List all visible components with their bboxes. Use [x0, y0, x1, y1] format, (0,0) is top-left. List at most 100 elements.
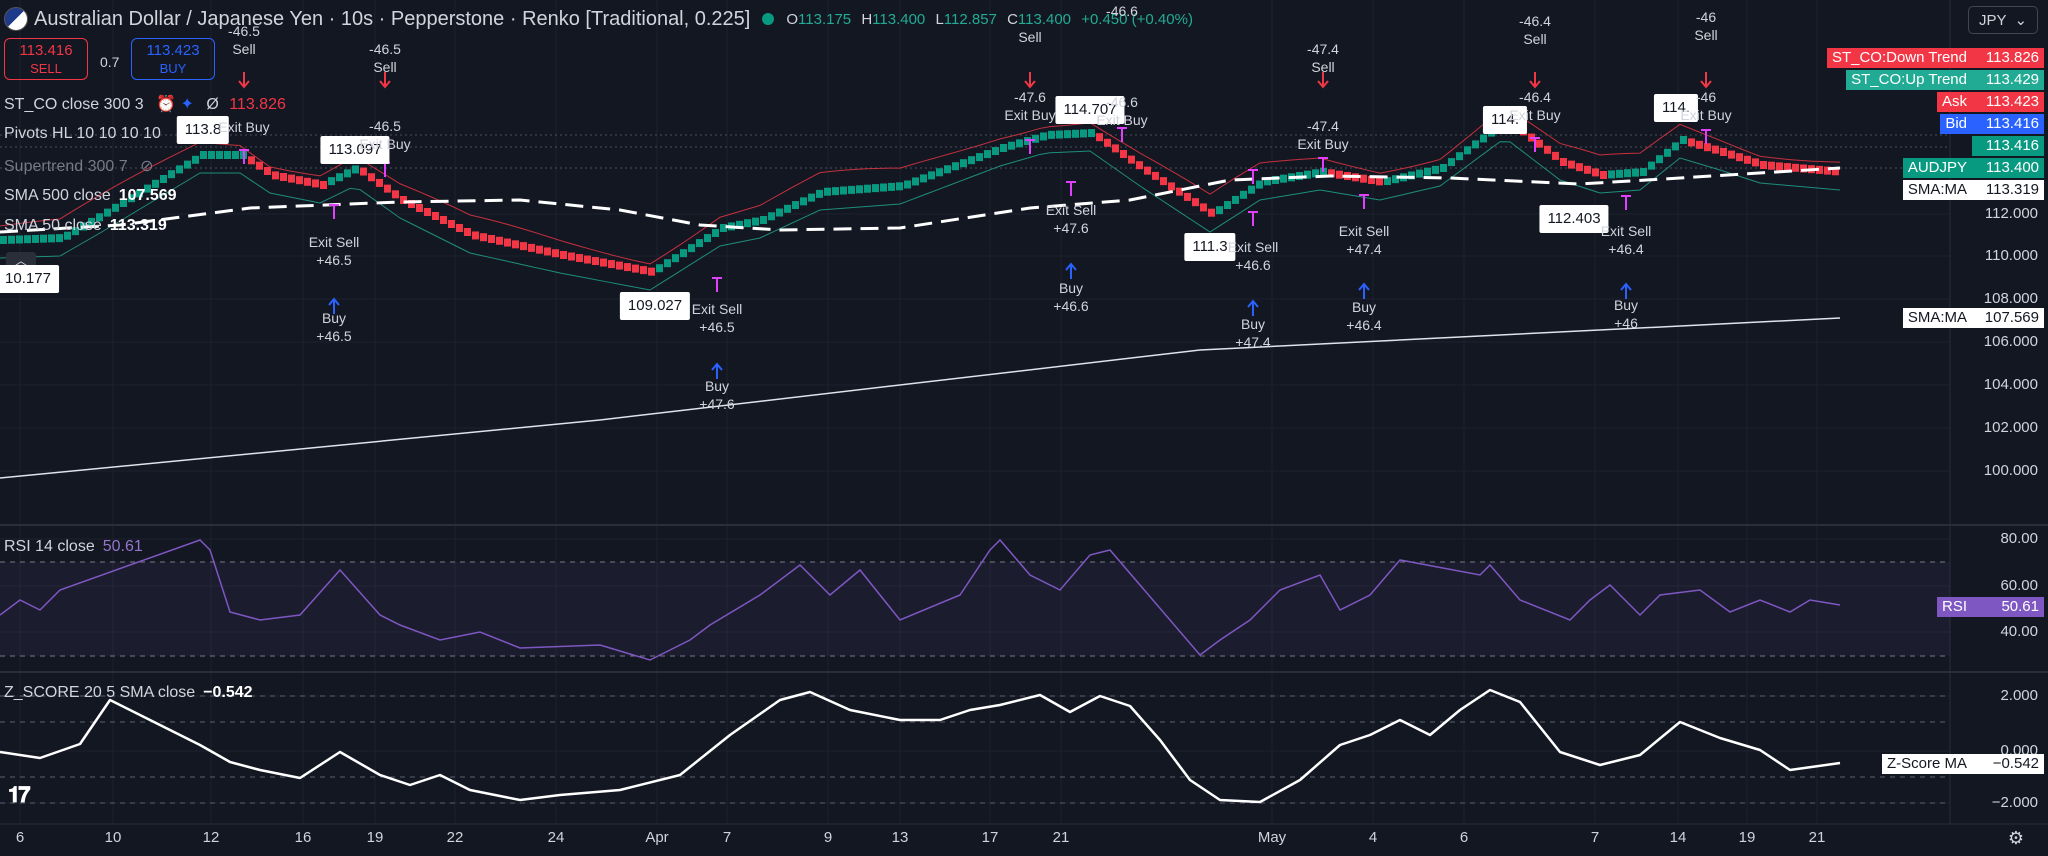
tag-zscore-ma: Z-Score MA −0.542 [1881, 754, 2044, 774]
symbol-title[interactable]: Australian Dollar / Japanese Yen · 10s ·… [34, 7, 751, 30]
renko-brick [1152, 171, 1159, 180]
trade-signal-label: -46.6 Exit Buy [1096, 94, 1148, 128]
legend-st-co[interactable]: ST_CO close 300 3 ⏰ ✦ Ø 113.826 [4, 96, 286, 113]
legend-zscore[interactable]: Z_SCORE 20 5 SMA close −0.542 [4, 684, 253, 701]
renko-brick [608, 260, 615, 269]
renko-brick [1640, 168, 1647, 176]
renko-brick [1824, 166, 1831, 175]
trade-signal-label: -46 Exit Buy [1680, 89, 1732, 123]
renko-brick [648, 267, 655, 276]
sell-label: SELL [30, 61, 62, 76]
renko-brick [1120, 150, 1127, 158]
buy-button[interactable]: 113.423 BUY [131, 38, 215, 80]
renko-brick [1672, 142, 1679, 151]
renko-brick [1328, 169, 1335, 178]
renko-brick [1144, 166, 1151, 175]
trade-signal-label: -47.6 Exit Buy [1004, 89, 1056, 123]
price-tick-label: 104.000 [1983, 376, 2038, 393]
buy-arrow-icon [328, 297, 340, 314]
pivot-price-box: 114. [1653, 94, 1699, 122]
renko-brick [832, 187, 839, 196]
renko-brick [264, 167, 271, 175]
renko-brick [512, 240, 519, 249]
trade-signal-label: Buy +47.6 [699, 378, 735, 412]
renko-brick [928, 171, 935, 180]
tag-sma-ma-500: SMA:MA 107.569 [1902, 308, 2044, 328]
renko-brick [216, 151, 223, 159]
rsi-band [0, 562, 1950, 656]
renko-brick [1776, 162, 1783, 171]
rsi-line [0, 538, 1841, 661]
renko-brick [400, 196, 407, 204]
renko-brick [984, 150, 991, 159]
buy-label: BUY [159, 61, 187, 76]
zero-icon: Ø [206, 96, 219, 113]
trade-signal-label: Exit Buy [218, 119, 270, 135]
renko-brick [760, 216, 767, 224]
renko-brick [480, 233, 487, 242]
renko-brick [456, 224, 463, 232]
renko-brick [848, 185, 855, 194]
sparkle-icon[interactable]: ✦ [180, 96, 194, 113]
renko-brick [1112, 144, 1119, 153]
trade-signal-label: Sell [1018, 29, 1042, 45]
rsi-tick-label: 60.00 [2000, 577, 2038, 594]
trade-signal-label: -47.4 Exit Buy [1297, 118, 1349, 152]
renko-brick [24, 235, 31, 244]
legend-rsi[interactable]: RSI 14 close 50.61 [4, 538, 143, 555]
renko-brick [904, 180, 911, 189]
legend-pivots[interactable]: Pivots HL 10 10 10 10 [4, 125, 161, 142]
trade-signal-label: Buy +46.4 [1346, 299, 1382, 333]
renko-brick [232, 151, 239, 159]
renko-brick [872, 184, 879, 193]
renko-brick [696, 239, 703, 248]
renko-brick [1224, 201, 1231, 210]
time-tick-label: 22 [446, 829, 464, 846]
legend-supertrend[interactable]: Supertrend 300 7 ⊘ [4, 158, 154, 175]
pivot-price-box: 109.027 [619, 292, 691, 320]
renko-brick [1040, 132, 1047, 141]
alert-icon[interactable]: ⏰ [156, 96, 176, 113]
hidden-eye-icon[interactable]: ⊘ [140, 158, 154, 175]
renko-brick [1264, 177, 1271, 186]
renko-brick [1536, 139, 1543, 148]
spread-value: 0.7 [100, 54, 120, 70]
renko-brick [1128, 155, 1135, 164]
renko-brick [544, 247, 551, 256]
price-tick-label: 108.000 [1983, 290, 2038, 307]
exit-marker-icon [1359, 194, 1369, 209]
renko-brick [1608, 170, 1615, 179]
trade-signal-label: -46.4 Sell [1519, 13, 1551, 47]
renko-brick [1392, 175, 1399, 184]
currency-dropdown[interactable]: JPY ⌄ [1968, 6, 2038, 34]
renko-brick [1464, 146, 1471, 155]
renko-brick [448, 220, 455, 228]
renko-brick [1072, 129, 1079, 138]
rsi-value: 50.61 [102, 538, 143, 555]
exit-marker-icon [380, 162, 390, 177]
renko-brick [1728, 150, 1735, 159]
renko-brick [1632, 168, 1639, 177]
renko-brick [1744, 155, 1751, 164]
renko-brick [592, 257, 599, 266]
trade-signal-label: -46 Sell [1694, 9, 1718, 43]
time-tick-label: 17 [981, 829, 999, 846]
renko-brick [800, 197, 807, 206]
legend-sma500[interactable]: SMA 500 close 107.569 [4, 187, 177, 204]
renko-brick [520, 242, 527, 251]
price-axis[interactable]: JPY ⌄ [1950, 0, 2048, 856]
time-axis[interactable]: 6 10 12 16 19 22 24 Apr 7 9 13 17 21 May 4 6 7 14 19 21 [0, 824, 1950, 856]
settings-gear-icon[interactable]: ⚙ [2007, 828, 2024, 848]
sell-button[interactable]: 113.416 SELL [4, 38, 88, 80]
renko-brick [1560, 158, 1567, 166]
tradingview-logo[interactable]: 𝟏𝟕 [8, 782, 31, 807]
renko-brick [1032, 134, 1039, 143]
renko-brick [432, 212, 439, 220]
renko-brick [1768, 161, 1775, 170]
renko-brick [536, 245, 543, 254]
legend-sma50[interactable]: SMA 50 close 113.319 [4, 217, 167, 234]
renko-brick [416, 204, 423, 212]
renko-brick [992, 147, 999, 156]
time-tick-label: 21 [1808, 829, 1826, 846]
